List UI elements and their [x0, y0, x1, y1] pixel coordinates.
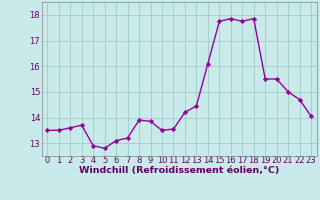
X-axis label: Windchill (Refroidissement éolien,°C): Windchill (Refroidissement éolien,°C) — [79, 166, 279, 175]
